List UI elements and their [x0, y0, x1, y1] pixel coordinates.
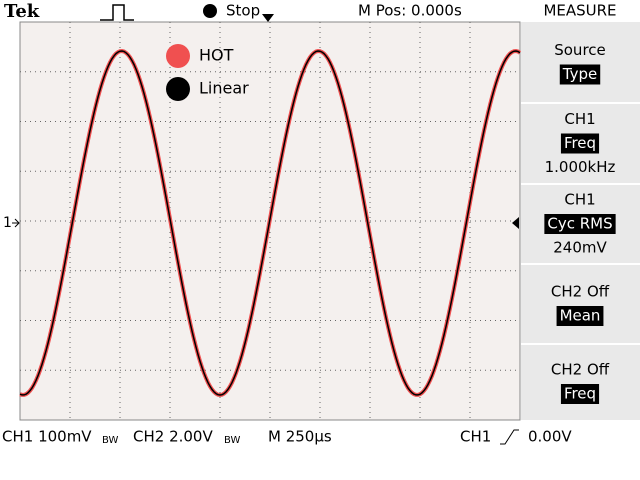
menu-label: CH1	[564, 110, 595, 128]
menu-option[interactable]: Cyc RMS	[547, 215, 612, 233]
ch1-bw: BW	[102, 435, 119, 446]
channel-arrow	[12, 218, 20, 228]
legend-dot	[166, 77, 190, 101]
timebase: M 250µs	[268, 428, 332, 446]
menu-option[interactable]: Freq	[564, 134, 596, 152]
legend-label: Linear	[199, 79, 249, 98]
menu-option-bg	[559, 64, 601, 85]
trigger-level: 0.00V	[528, 428, 572, 446]
menu-option-bg	[560, 384, 600, 404]
trigger-source: CH1	[460, 428, 491, 446]
menu-label: CH1	[564, 191, 595, 209]
trigger-position-marker	[262, 14, 274, 22]
menu-value: 240mV	[553, 239, 607, 257]
status-bar: CH1 100mV BW CH2 2.00V BW M 250µs CH1 0.…	[2, 428, 572, 447]
waveform-linear	[19, 50, 521, 396]
menu-title: MEASURE	[543, 2, 616, 20]
menu-value: 1.000kHz	[545, 158, 616, 176]
menu-option[interactable]: Mean	[560, 307, 601, 325]
menu-label: Source	[554, 41, 606, 59]
acquire-icon	[100, 4, 134, 21]
menu-option[interactable]: Type	[562, 65, 597, 83]
legend-dot	[166, 44, 190, 68]
menu-option[interactable]: Freq	[564, 385, 596, 403]
run-state: Stop	[226, 2, 260, 20]
menu-label: CH2 Off	[551, 361, 610, 379]
run-state-icon	[203, 4, 217, 18]
menu-label: CH2 Off	[551, 283, 610, 301]
menu-option-bg	[556, 306, 604, 326]
trigger-slope	[500, 429, 519, 445]
position: M Pos: 0.000s	[358, 2, 462, 20]
legend: HOT Linear	[166, 44, 249, 101]
brand: Tek	[4, 1, 40, 22]
ch2-bw: BW	[224, 435, 241, 446]
legend-label: HOT	[199, 46, 234, 65]
menu-option-bg	[544, 214, 616, 234]
channel-marker: 1	[3, 215, 12, 231]
menu: Source Type CH1 Freq 1.000kHz CH1 Cyc RMS 240mV…	[521, 41, 640, 404]
ch2-scale: CH2 2.00V	[133, 428, 213, 446]
menu-option-bg	[560, 133, 600, 154]
trigger-level-marker	[512, 217, 519, 229]
ch1-scale: CH1 100mV	[2, 428, 92, 446]
